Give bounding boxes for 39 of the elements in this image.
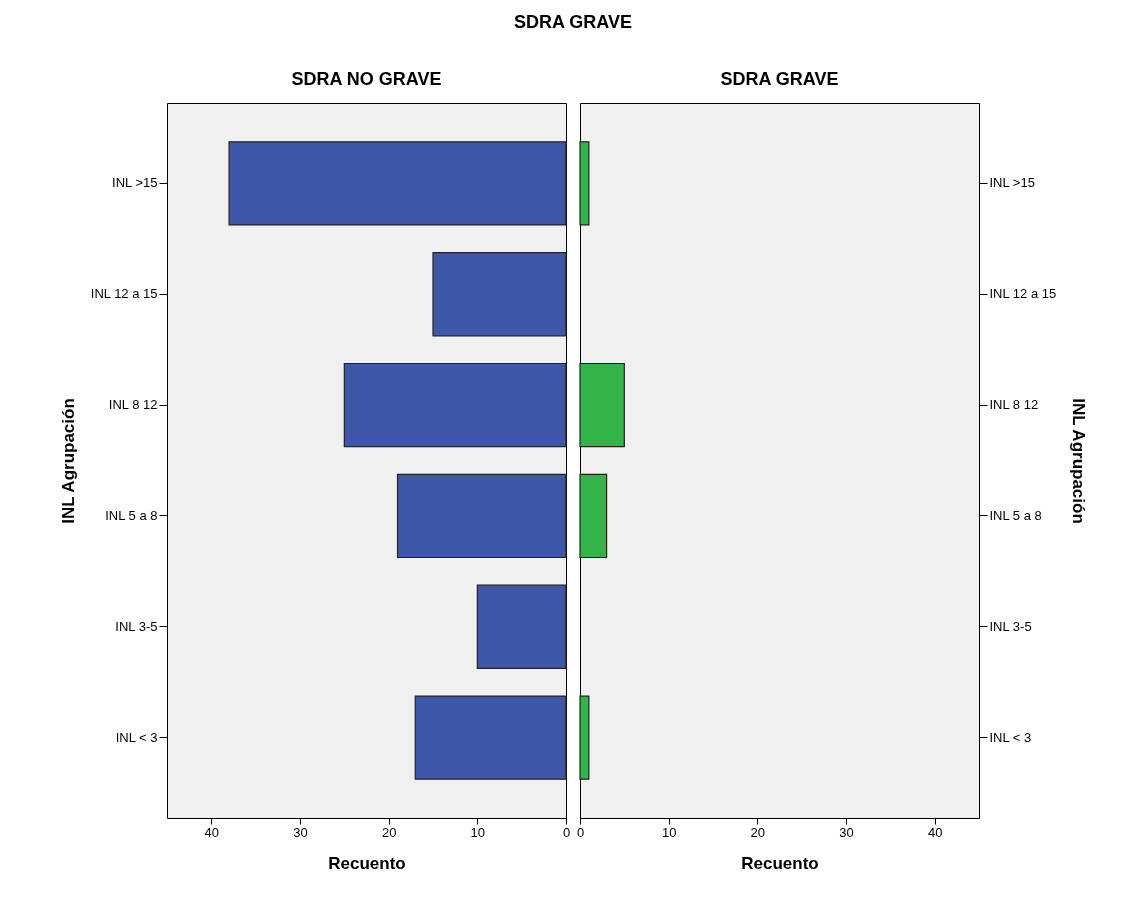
y-tick-label: INL < 3 [115,729,158,745]
y-tick-label: INL 12 a 15 [90,286,158,302]
bar [579,695,590,780]
x-tick-label: 40 [204,824,220,840]
y-tick-label: INL < 3 [989,729,1032,745]
y-tick-label: INL 8 12 [108,397,158,413]
x-axis-title: Recuento [741,853,819,873]
x-axis-title: Recuento [328,853,406,873]
bar [414,695,567,780]
chart-title: SDRA NO GRAVE [291,69,442,89]
bar [432,252,567,337]
bar [579,473,608,559]
x-tick-label: 20 [381,824,397,840]
chart-title: SDRA GRAVE [720,69,839,89]
bar [228,141,567,226]
y-axis-title: INL Agrupación [59,398,79,524]
y-tick-label: INL >15 [112,175,158,191]
text: SDRA GRAVE [513,12,633,33]
y-tick-label: INL >15 [989,175,1035,191]
y-tick-label: INL 8 12 [989,397,1039,413]
y-tick-label: INL 3-5 [989,618,1032,634]
x-tick-label: 30 [293,824,308,840]
bar [579,362,625,448]
x-tick-label: 0 [576,824,585,840]
y-tick-label: INL 12 a 15 [989,286,1057,302]
x-tick-label: 40 [927,824,943,840]
x-tick-label: 0 [562,824,571,840]
bar [343,362,567,448]
x-tick-label: 10 [470,824,486,840]
x-tick-label: 30 [839,824,854,840]
bar [396,473,567,559]
bar [579,141,590,226]
x-tick-label: 10 [661,824,677,840]
bar [476,584,567,669]
y-axis-title: INL Agrupación [1068,398,1088,524]
x-tick-label: 20 [750,824,766,840]
y-tick-label: INL 5 a 8 [105,507,158,523]
y-tick-label: INL 5 a 8 [989,507,1042,523]
y-tick-label: INL 3-5 [115,618,158,634]
